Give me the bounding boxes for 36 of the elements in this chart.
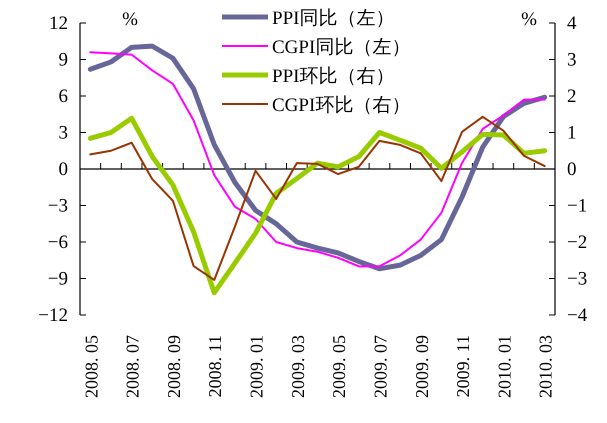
x-tick-label: 2009. 07 bbox=[370, 335, 390, 398]
x-tick-label: 2009. 09 bbox=[412, 335, 432, 398]
y2-tick-label: 3 bbox=[567, 50, 576, 70]
x-tick-label: 2008. 07 bbox=[122, 335, 143, 398]
y-tick-label: −12 bbox=[38, 305, 68, 326]
x-tick-label: 2008. 09 bbox=[164, 335, 184, 398]
y-axis-title: % bbox=[122, 9, 138, 30]
x-tick-label: 2009. 11 bbox=[453, 335, 474, 398]
legend-label: PPI环比（右） bbox=[272, 66, 394, 87]
x-tick-label: 2010. 01 bbox=[494, 335, 514, 398]
legend-label: CGPI环比（右） bbox=[272, 95, 410, 116]
y2-tick-label: −4 bbox=[567, 305, 588, 326]
x-tick-label: 2008. 05 bbox=[81, 335, 102, 398]
y2-tick-label: 0 bbox=[567, 159, 576, 180]
y2-tick-label: −1 bbox=[567, 196, 588, 216]
y2-axis-title: % bbox=[521, 9, 538, 30]
y2-tick-label: 2 bbox=[567, 86, 576, 107]
x-tick-label: 2009. 05 bbox=[329, 335, 350, 398]
legend-label: CGPI同比（左） bbox=[272, 37, 410, 58]
x-tick-label: 2010. 03 bbox=[536, 335, 556, 398]
y-tick-label: 6 bbox=[58, 86, 68, 107]
x-tick-label: 2008. 11 bbox=[205, 335, 226, 398]
legend-label: PPI同比（左） bbox=[272, 8, 394, 29]
y-tick-label: 0 bbox=[58, 159, 68, 180]
y2-tick-label: −2 bbox=[567, 232, 588, 253]
y-tick-label: 12 bbox=[49, 13, 68, 34]
y-tick-label: 3 bbox=[58, 122, 68, 144]
x-tick-label: 2009. 01 bbox=[246, 335, 267, 398]
y-tick-label: −9 bbox=[48, 268, 68, 290]
y2-tick-label: 4 bbox=[567, 13, 577, 34]
y-tick-label: 9 bbox=[58, 50, 68, 70]
y2-tick-label: −3 bbox=[567, 268, 588, 290]
y-tick-label: −3 bbox=[48, 196, 68, 216]
y-tick-label: −6 bbox=[48, 232, 68, 253]
x-tick-label: 2009. 03 bbox=[288, 335, 308, 398]
y2-tick-label: 1 bbox=[567, 122, 576, 144]
